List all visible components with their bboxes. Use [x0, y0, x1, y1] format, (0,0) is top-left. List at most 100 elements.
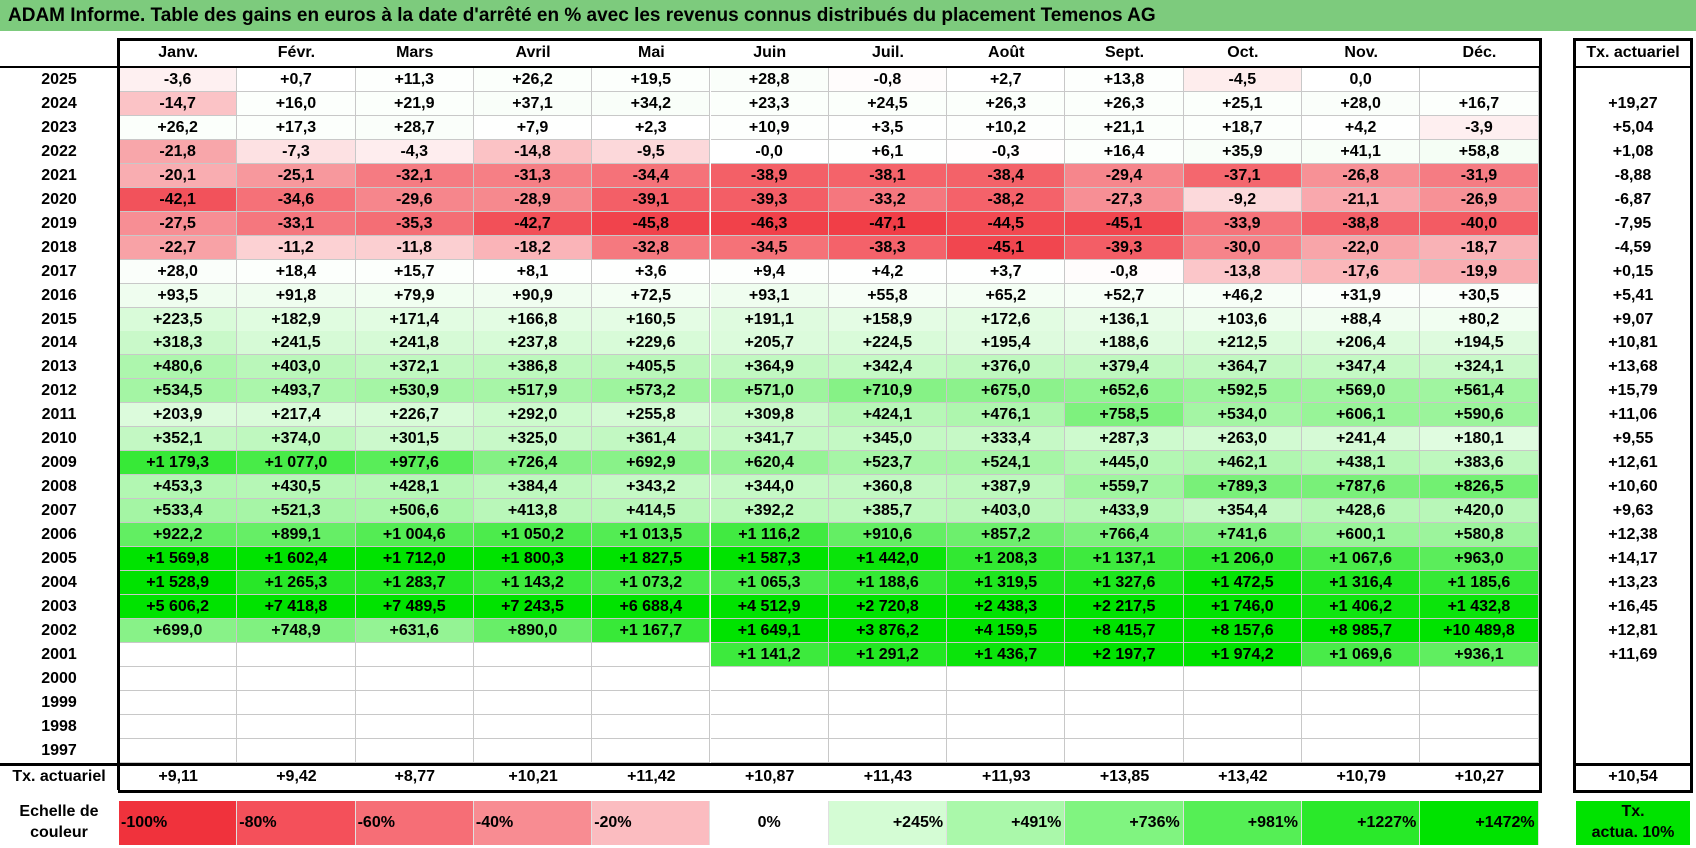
table-cell — [355, 666, 474, 691]
table-cell: -27,5 — [119, 211, 238, 236]
table-cell — [237, 666, 356, 691]
actuarial-value: +5,41 — [1612, 286, 1654, 304]
table-cell: +255,8 — [592, 403, 711, 428]
table-cell: +453,3 — [119, 475, 238, 500]
table-cell: +787,6 — [1302, 475, 1421, 500]
actuarial-bottom-rule — [1573, 790, 1693, 793]
table-cell: +212,5 — [1183, 331, 1302, 356]
table-cell: +318,3 — [119, 331, 238, 356]
table-cell: +372,1 — [355, 355, 474, 380]
table-cell: +13,8 — [1065, 68, 1184, 92]
year-label: 2012 — [41, 382, 77, 400]
table-cell: +493,7 — [237, 379, 356, 404]
table-cell: -34,5 — [710, 235, 829, 260]
table-cell: +309,8 — [710, 403, 829, 428]
footer-value: +11,42 — [627, 768, 676, 785]
table-cell — [473, 642, 593, 667]
table-cell: -21,1 — [1302, 187, 1421, 212]
year-label: 2008 — [41, 478, 77, 496]
table-cell: +80,2 — [1420, 307, 1539, 332]
table-cell: -14,7 — [119, 91, 238, 116]
table-cell: -35,3 — [355, 211, 474, 236]
scale-label-line2: couleur — [30, 824, 88, 841]
table-cell: +16,4 — [1065, 139, 1184, 164]
footer-rule — [0, 762, 1542, 766]
year-label: 2014 — [41, 334, 77, 352]
table-cell: -0,8 — [828, 68, 948, 92]
table-cell: -33,2 — [828, 187, 948, 212]
table-cell: +726,4 — [473, 451, 593, 476]
table-cell: +379,4 — [1065, 355, 1184, 380]
table-cell: +530,9 — [355, 379, 474, 404]
table-cell: -0,8 — [1065, 259, 1184, 284]
table-cell: +789,3 — [1183, 475, 1302, 500]
actuarial-value: +16,45 — [1608, 597, 1658, 615]
table-cell: -39,3 — [1065, 235, 1184, 260]
table-cell: +8,1 — [473, 259, 593, 284]
table-cell: +88,4 — [1302, 307, 1421, 332]
actuarial-value: +10,81 — [1608, 334, 1658, 352]
table-cell: +93,5 — [119, 283, 238, 308]
table-cell: -0,0 — [710, 139, 829, 164]
table-cell — [1183, 738, 1302, 763]
footer-value: +10,79 — [1336, 768, 1386, 785]
table-cell: +188,6 — [1065, 331, 1184, 356]
table-cell: +19,5 — [592, 68, 711, 92]
month-header: Déc. — [1462, 44, 1497, 61]
table-cell — [355, 642, 474, 667]
table-cell: +361,4 — [592, 427, 711, 452]
table-cell: +6,1 — [828, 139, 948, 164]
year-label: 2002 — [41, 621, 77, 639]
table-cell: +241,5 — [237, 331, 356, 356]
table-cell: +1 013,5 — [592, 523, 711, 548]
table-cell: -38,2 — [947, 187, 1066, 212]
table-cell: +374,0 — [237, 427, 356, 452]
table-cell: +428,6 — [1302, 499, 1421, 524]
month-header: Mars — [396, 44, 434, 61]
actuarial-value: +11,69 — [1608, 645, 1658, 663]
table-cell: -30,0 — [1183, 235, 1302, 260]
year-label: 2006 — [41, 526, 77, 544]
actuarial-value — [1576, 715, 1690, 739]
actuarial-value: +10,60 — [1608, 478, 1658, 496]
table-cell: +1 436,7 — [947, 642, 1066, 667]
year-label: 2021 — [41, 166, 77, 184]
table-cell: +5 606,2 — [119, 594, 238, 619]
scale-swatch: +245% — [828, 801, 948, 845]
table-cell: +692,9 — [592, 451, 711, 476]
table-cell: +195,4 — [947, 331, 1066, 356]
table-cell: +2 217,5 — [1065, 594, 1184, 619]
actuarial-value — [1576, 667, 1690, 691]
table-cell: +26,3 — [1065, 91, 1184, 116]
table-cell: -11,2 — [237, 235, 356, 260]
table-cell: -38,4 — [947, 163, 1066, 188]
table-cell: -45,1 — [947, 235, 1066, 260]
table-cell: +30,5 — [1420, 283, 1539, 308]
year-label: 2000 — [41, 669, 77, 687]
table-cell — [1183, 666, 1302, 691]
table-cell: +171,4 — [355, 307, 474, 332]
table-cell: +1 137,1 — [1065, 547, 1184, 571]
table-cell: +420,0 — [1420, 499, 1539, 524]
table-cell: +191,1 — [710, 307, 829, 332]
table-cell: +387,9 — [947, 475, 1066, 500]
table-cell: +748,9 — [237, 618, 356, 643]
table-cell — [1420, 738, 1539, 763]
table-cell — [710, 714, 829, 739]
actuarial-value: +14,17 — [1608, 550, 1658, 567]
table-cell: +1 143,2 — [473, 570, 593, 595]
actuarial-border-left — [1573, 38, 1576, 790]
table-cell: +1 185,6 — [1420, 570, 1539, 595]
table-cell — [592, 666, 711, 691]
table-cell — [1420, 666, 1539, 691]
table-cell: +18,4 — [237, 259, 356, 284]
table-cell: +347,4 — [1302, 355, 1421, 380]
table-cell: +354,4 — [1183, 499, 1302, 524]
table-cell: -7,3 — [237, 139, 356, 164]
footer-value: +10,21 — [508, 768, 558, 785]
table-cell: 0,0 — [1302, 68, 1421, 92]
table-cell: -26,8 — [1302, 163, 1421, 188]
actuarial-value: +15,79 — [1608, 382, 1658, 400]
table-cell: +533,4 — [119, 499, 238, 524]
year-label: 2010 — [41, 430, 77, 448]
